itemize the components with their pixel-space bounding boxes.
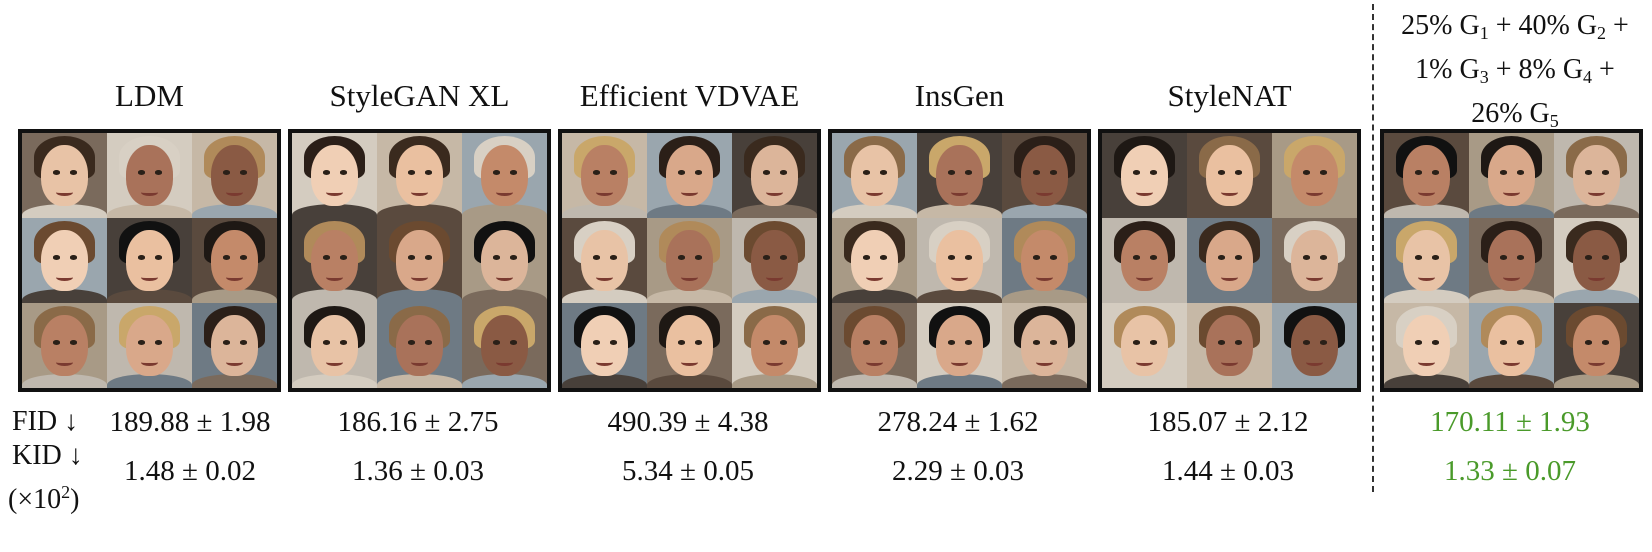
face-sample-image <box>107 133 192 218</box>
face-sample-image <box>107 303 192 388</box>
face-sample-image <box>462 303 547 388</box>
kid-value-ldm: 1.48 ± 0.02 <box>124 455 256 487</box>
face-sample-image <box>1002 303 1087 388</box>
face-sample-image <box>1554 303 1639 388</box>
kid-value-stylegan-xl: 1.36 ± 0.03 <box>352 455 484 487</box>
kid-value-insgen: 2.29 ± 0.03 <box>892 455 1024 487</box>
face-sample-image <box>1002 218 1087 303</box>
face-sample-image <box>462 133 547 218</box>
face-sample-image <box>1384 133 1469 218</box>
face-sample-image <box>1102 303 1187 388</box>
fid-value-stylenat: 185.07 ± 2.12 <box>1147 406 1309 438</box>
sample-grid-stylegan-xl <box>288 129 551 392</box>
method-title-stylegan-xl: StyleGAN XL <box>329 78 510 113</box>
face-sample-image <box>107 218 192 303</box>
fid-value-ldm: 189.88 ± 1.98 <box>109 406 271 438</box>
face-sample-image <box>1554 218 1639 303</box>
face-sample-image <box>192 303 277 388</box>
combination-line-1: 25% G1 + 40% G2 + <box>1401 10 1629 43</box>
sample-grid-ldm <box>18 129 281 392</box>
kid-value-efficient-vdvae: 5.34 ± 0.05 <box>622 455 754 487</box>
sample-grid-combination <box>1380 129 1643 392</box>
face-sample-image <box>1272 218 1357 303</box>
face-sample-image <box>377 218 462 303</box>
face-sample-image <box>1469 218 1554 303</box>
sample-grid-efficient-vdvae <box>558 129 821 392</box>
kid-scale-label: (×102) <box>8 482 80 515</box>
face-sample-image <box>732 133 817 218</box>
method-title-efficient-vdvae: Efficient VDVAE <box>579 78 800 113</box>
face-sample-image <box>1102 133 1187 218</box>
face-sample-image <box>1554 133 1639 218</box>
face-sample-image <box>832 133 917 218</box>
face-sample-image <box>917 303 1002 388</box>
face-sample-image <box>22 218 107 303</box>
face-sample-image <box>192 133 277 218</box>
face-sample-image <box>917 218 1002 303</box>
face-sample-image <box>832 218 917 303</box>
face-sample-image <box>647 218 732 303</box>
kid-label: KID ↓ <box>12 440 83 471</box>
face-sample-image <box>1384 218 1469 303</box>
face-sample-image <box>647 133 732 218</box>
face-sample-image <box>562 133 647 218</box>
face-sample-image <box>292 303 377 388</box>
sample-grid-insgen <box>828 129 1091 392</box>
combination-line-2: 1% G3 + 8% G4 + <box>1415 54 1615 87</box>
kid-value-combination: 1.33 ± 0.07 <box>1444 455 1576 487</box>
fid-value-stylegan-xl: 186.16 ± 2.75 <box>337 406 499 438</box>
method-title-ldm: LDM <box>115 78 184 113</box>
face-sample-image <box>1272 303 1357 388</box>
face-sample-image <box>562 218 647 303</box>
combination-line-3: 26% G5 <box>1471 98 1559 131</box>
face-sample-image <box>732 218 817 303</box>
fid-value-insgen: 278.24 ± 1.62 <box>877 406 1039 438</box>
combination-title: 25% G1 + 40% G2 + 1% G3 + 8% G4 + 26% G5 <box>1380 4 1650 136</box>
face-sample-image <box>732 303 817 388</box>
face-sample-image <box>1187 218 1272 303</box>
face-sample-image <box>1384 303 1469 388</box>
face-sample-image <box>292 133 377 218</box>
face-sample-image <box>1102 218 1187 303</box>
face-sample-image <box>1187 133 1272 218</box>
face-sample-image <box>832 303 917 388</box>
method-title-insgen: InsGen <box>914 78 1005 113</box>
method-title-stylenat: StyleNAT <box>1167 78 1292 113</box>
kid-value-stylenat: 1.44 ± 0.03 <box>1162 455 1294 487</box>
face-sample-image <box>562 303 647 388</box>
face-sample-image <box>647 303 732 388</box>
face-sample-image <box>1002 133 1087 218</box>
dashed-divider <box>1372 4 1374 492</box>
fid-value-efficient-vdvae: 490.39 ± 4.38 <box>607 406 769 438</box>
face-sample-image <box>1469 303 1554 388</box>
fid-label: FID ↓ <box>12 406 79 437</box>
face-sample-image <box>292 218 377 303</box>
face-sample-image <box>1187 303 1272 388</box>
face-sample-image <box>22 303 107 388</box>
face-sample-image <box>1272 133 1357 218</box>
fid-value-combination: 170.11 ± 1.93 <box>1430 406 1590 438</box>
face-sample-image <box>377 133 462 218</box>
face-sample-image <box>917 133 1002 218</box>
face-sample-image <box>462 218 547 303</box>
face-sample-image <box>377 303 462 388</box>
face-sample-image <box>1469 133 1554 218</box>
face-sample-image <box>22 133 107 218</box>
sample-grid-stylenat <box>1098 129 1361 392</box>
face-sample-image <box>192 218 277 303</box>
